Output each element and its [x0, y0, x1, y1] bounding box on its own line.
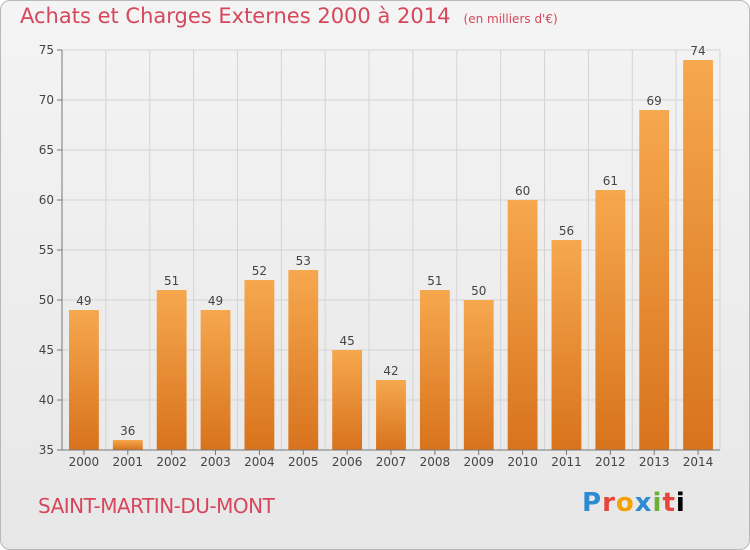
- bars: [69, 60, 713, 450]
- bar-2000: [69, 310, 99, 450]
- x-tick-label: 2007: [376, 455, 407, 469]
- value-label: 50: [471, 284, 486, 298]
- y-tick-label: 60: [39, 193, 54, 207]
- y-tick-label: 55: [39, 243, 54, 257]
- bar-2009: [463, 300, 494, 450]
- bar-2014: [683, 60, 713, 450]
- bar-2002: [156, 290, 187, 450]
- x-tick-label: 2012: [595, 455, 626, 469]
- value-label: 61: [603, 174, 618, 188]
- x-tick-label: 2011: [551, 455, 582, 469]
- x-tick-label: 2000: [69, 455, 100, 469]
- chart-unit: (en milliers d'€): [463, 12, 558, 26]
- value-labels: 49 36 51 49 52 53 45 42 51 50 60 56 61 69 74: [76, 44, 705, 438]
- value-label: 49: [208, 294, 223, 308]
- y-tick-label: 45: [39, 343, 54, 357]
- bar-2012: [595, 190, 626, 450]
- value-label: 45: [339, 334, 354, 348]
- bar-2011: [551, 240, 582, 450]
- value-label: 60: [515, 184, 530, 198]
- value-label: 42: [383, 364, 398, 378]
- y-tick-label: 75: [39, 43, 54, 57]
- location-label: SAINT-MARTIN-DU-MONT: [38, 494, 275, 518]
- proxiti-logo: Proxiti: [582, 488, 686, 518]
- x-tick-label: 2014: [683, 455, 714, 469]
- x-tick-label: 2004: [244, 455, 275, 469]
- y-tick-label: 40: [39, 393, 54, 407]
- bar-2005: [288, 270, 319, 450]
- bar-2007: [376, 380, 406, 450]
- axes: 35 40 45 50 55 60 65 70 75 2000 2001 2002 2003 2004 20…: [39, 43, 720, 469]
- value-label: 49: [76, 294, 91, 308]
- y-tick-label: 70: [39, 93, 54, 107]
- x-tick-label: 2001: [113, 455, 144, 469]
- x-tick-label: 2009: [463, 455, 494, 469]
- x-tick-label: 2002: [156, 455, 187, 469]
- bar-2003: [200, 310, 231, 450]
- bar-2004: [244, 280, 275, 450]
- x-tick-label: 2010: [507, 455, 538, 469]
- bar-2008: [419, 290, 450, 450]
- x-tick-label: 2006: [332, 455, 363, 469]
- x-tick-label: 2008: [420, 455, 451, 469]
- value-label: 52: [252, 264, 267, 278]
- y-tick-label: 50: [39, 293, 54, 307]
- bar-2006: [332, 350, 363, 450]
- value-label: 53: [296, 254, 311, 268]
- y-tick-label: 35: [39, 443, 54, 457]
- bar-2013: [639, 110, 670, 450]
- value-label: 69: [647, 94, 662, 108]
- chart-title: Achats et Charges Externes 2000 à 2014: [20, 4, 451, 28]
- x-tick-label: 2013: [639, 455, 670, 469]
- x-tick-label: 2003: [200, 455, 231, 469]
- value-label: 36: [120, 424, 135, 438]
- value-label: 51: [164, 274, 179, 288]
- value-label: 56: [559, 224, 574, 238]
- value-label: 74: [690, 44, 705, 58]
- bar-2001: [112, 440, 143, 450]
- bar-2010: [507, 200, 538, 450]
- value-label: 51: [427, 274, 442, 288]
- x-tick-label: 2005: [288, 455, 319, 469]
- chart-header: Achats et Charges Externes 2000 à 2014 (…: [20, 4, 558, 28]
- y-tick-label: 65: [39, 143, 54, 157]
